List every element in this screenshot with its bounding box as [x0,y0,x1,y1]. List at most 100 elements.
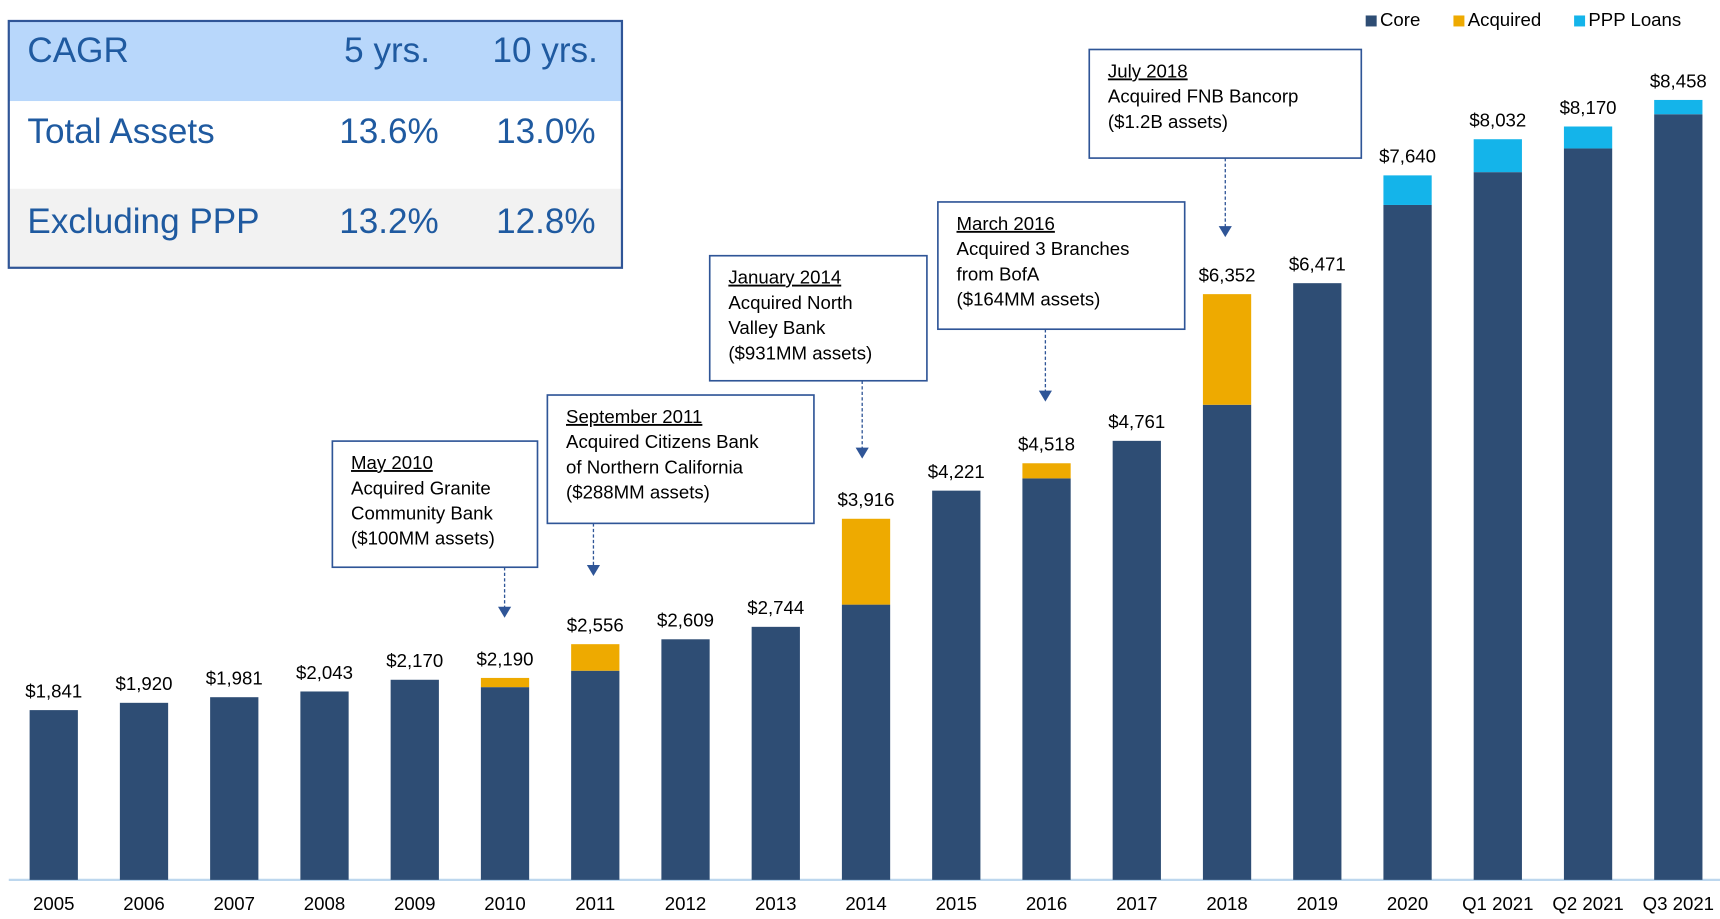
annotation-text: of Northern California [566,456,744,477]
bar-segment [1473,139,1522,173]
bar-segment [119,702,169,880]
data-label: $1,920 [116,673,173,694]
x-tick-label: 2009 [394,893,435,914]
legend-label: Core [1380,9,1420,30]
table-header: 5 yrs. [344,31,430,70]
x-tick-label: 2005 [33,893,74,914]
bar-segment [1022,463,1071,479]
legend-swatch [1365,15,1377,27]
table-row-bg [8,188,622,268]
annotation-text: Acquired Citizens Bank [566,431,759,452]
bar-segment [1293,283,1342,880]
table-header: 10 yrs. [493,31,598,70]
bar-segment [661,639,710,880]
x-tick-label: 2013 [755,893,796,914]
table-header: CAGR [27,31,128,70]
annotation-text: ($931MM assets) [728,342,872,363]
x-tick-label: 2016 [1026,893,1067,914]
annotation-date: July 2018 [1108,60,1188,81]
arrow-head [586,565,601,577]
data-label: $1,981 [206,668,263,689]
bar-segment [1202,294,1252,405]
annotation-text: Acquired FNB Bancorp [1108,86,1298,107]
arrow-head [1038,390,1052,402]
annotation-text: ($288MM assets) [566,482,710,503]
legend-swatch [1453,15,1465,27]
legend-swatch [1574,15,1586,27]
data-label: $8,032 [1469,110,1526,131]
bar-segment [1022,478,1071,880]
bar-segment [300,691,349,880]
bar-segment [1112,440,1161,880]
annotation-text: Acquired Granite [351,477,491,498]
annotation-text: Valley Bank [728,317,826,338]
data-label: $8,458 [1650,70,1707,91]
data-label: $4,221 [928,461,985,482]
bar-segment [571,670,620,880]
data-label: $4,518 [1018,434,1075,455]
x-tick-label: 2014 [845,893,886,914]
legend-label: Acquired [1468,9,1542,30]
table-cell: 13.2% [339,202,439,241]
data-label: $6,471 [1289,254,1346,275]
arrow-head [855,447,869,459]
bar-segment [1202,404,1252,880]
annotation-date: September 2011 [566,406,702,427]
table-cell: Excluding PPP [27,202,259,241]
bar-segment [751,626,800,880]
annotation-box [1088,48,1363,159]
bar-segment [480,677,530,688]
bar-segment [841,604,891,880]
bar-segment [1654,99,1703,115]
annotation-box [937,201,1186,331]
table-cell: 12.8% [496,202,596,241]
x-tick-label: 2010 [484,893,525,914]
legend-label: PPP Loans [1588,9,1681,30]
annotation-date: March 2016 [957,213,1055,234]
annotation-date: May 2010 [351,452,433,473]
x-tick-label: 2015 [936,893,977,914]
table-cell: 13.0% [496,112,596,151]
annotation-box [708,254,928,382]
bar-segment [1654,114,1703,880]
x-tick-label: Q3 2021 [1643,893,1714,914]
bar-segment [1563,148,1613,880]
annotation-text: Acquired North [728,292,852,313]
data-label: $8,170 [1560,97,1617,118]
data-label: $2,609 [657,610,714,631]
annotation-text: ($1.2B assets) [1108,111,1228,132]
x-tick-label: 2012 [665,893,706,914]
annotation-text: Community Bank [351,503,493,524]
annotation-text: from BofA [957,263,1040,284]
bar-segment [571,644,620,671]
data-label: $4,761 [1108,411,1165,432]
table-header-bg [8,20,622,102]
x-tick-label: 2017 [1116,893,1157,914]
bar-segment [29,710,78,880]
annotation-text: ($100MM assets) [351,528,495,549]
annotation-box [331,440,539,569]
data-label: $2,043 [296,662,353,683]
annotation-text: Acquired 3 Branches [957,238,1130,259]
x-tick-label: 2018 [1206,893,1247,914]
data-label: $2,170 [386,650,443,671]
annotation-box [546,394,815,525]
bar-segment [390,679,439,880]
x-tick-label: 2011 [575,893,615,914]
x-tick-label: Q2 2021 [1552,893,1623,914]
data-label: $2,190 [477,648,534,669]
bar-segment [841,518,891,605]
x-tick-label: 2019 [1297,893,1338,914]
bar-segment [210,697,259,880]
bar-segment [932,490,981,880]
data-label: $3,916 [838,489,895,510]
data-label: $1,841 [25,680,82,701]
table-cell: Total Assets [27,112,214,151]
arrow-head [498,606,512,618]
bar-segment [1383,204,1432,880]
data-label: $7,640 [1379,146,1436,167]
annotation-date: January 2014 [728,267,841,288]
bar-segment [480,687,530,880]
data-label: $2,556 [567,615,624,636]
